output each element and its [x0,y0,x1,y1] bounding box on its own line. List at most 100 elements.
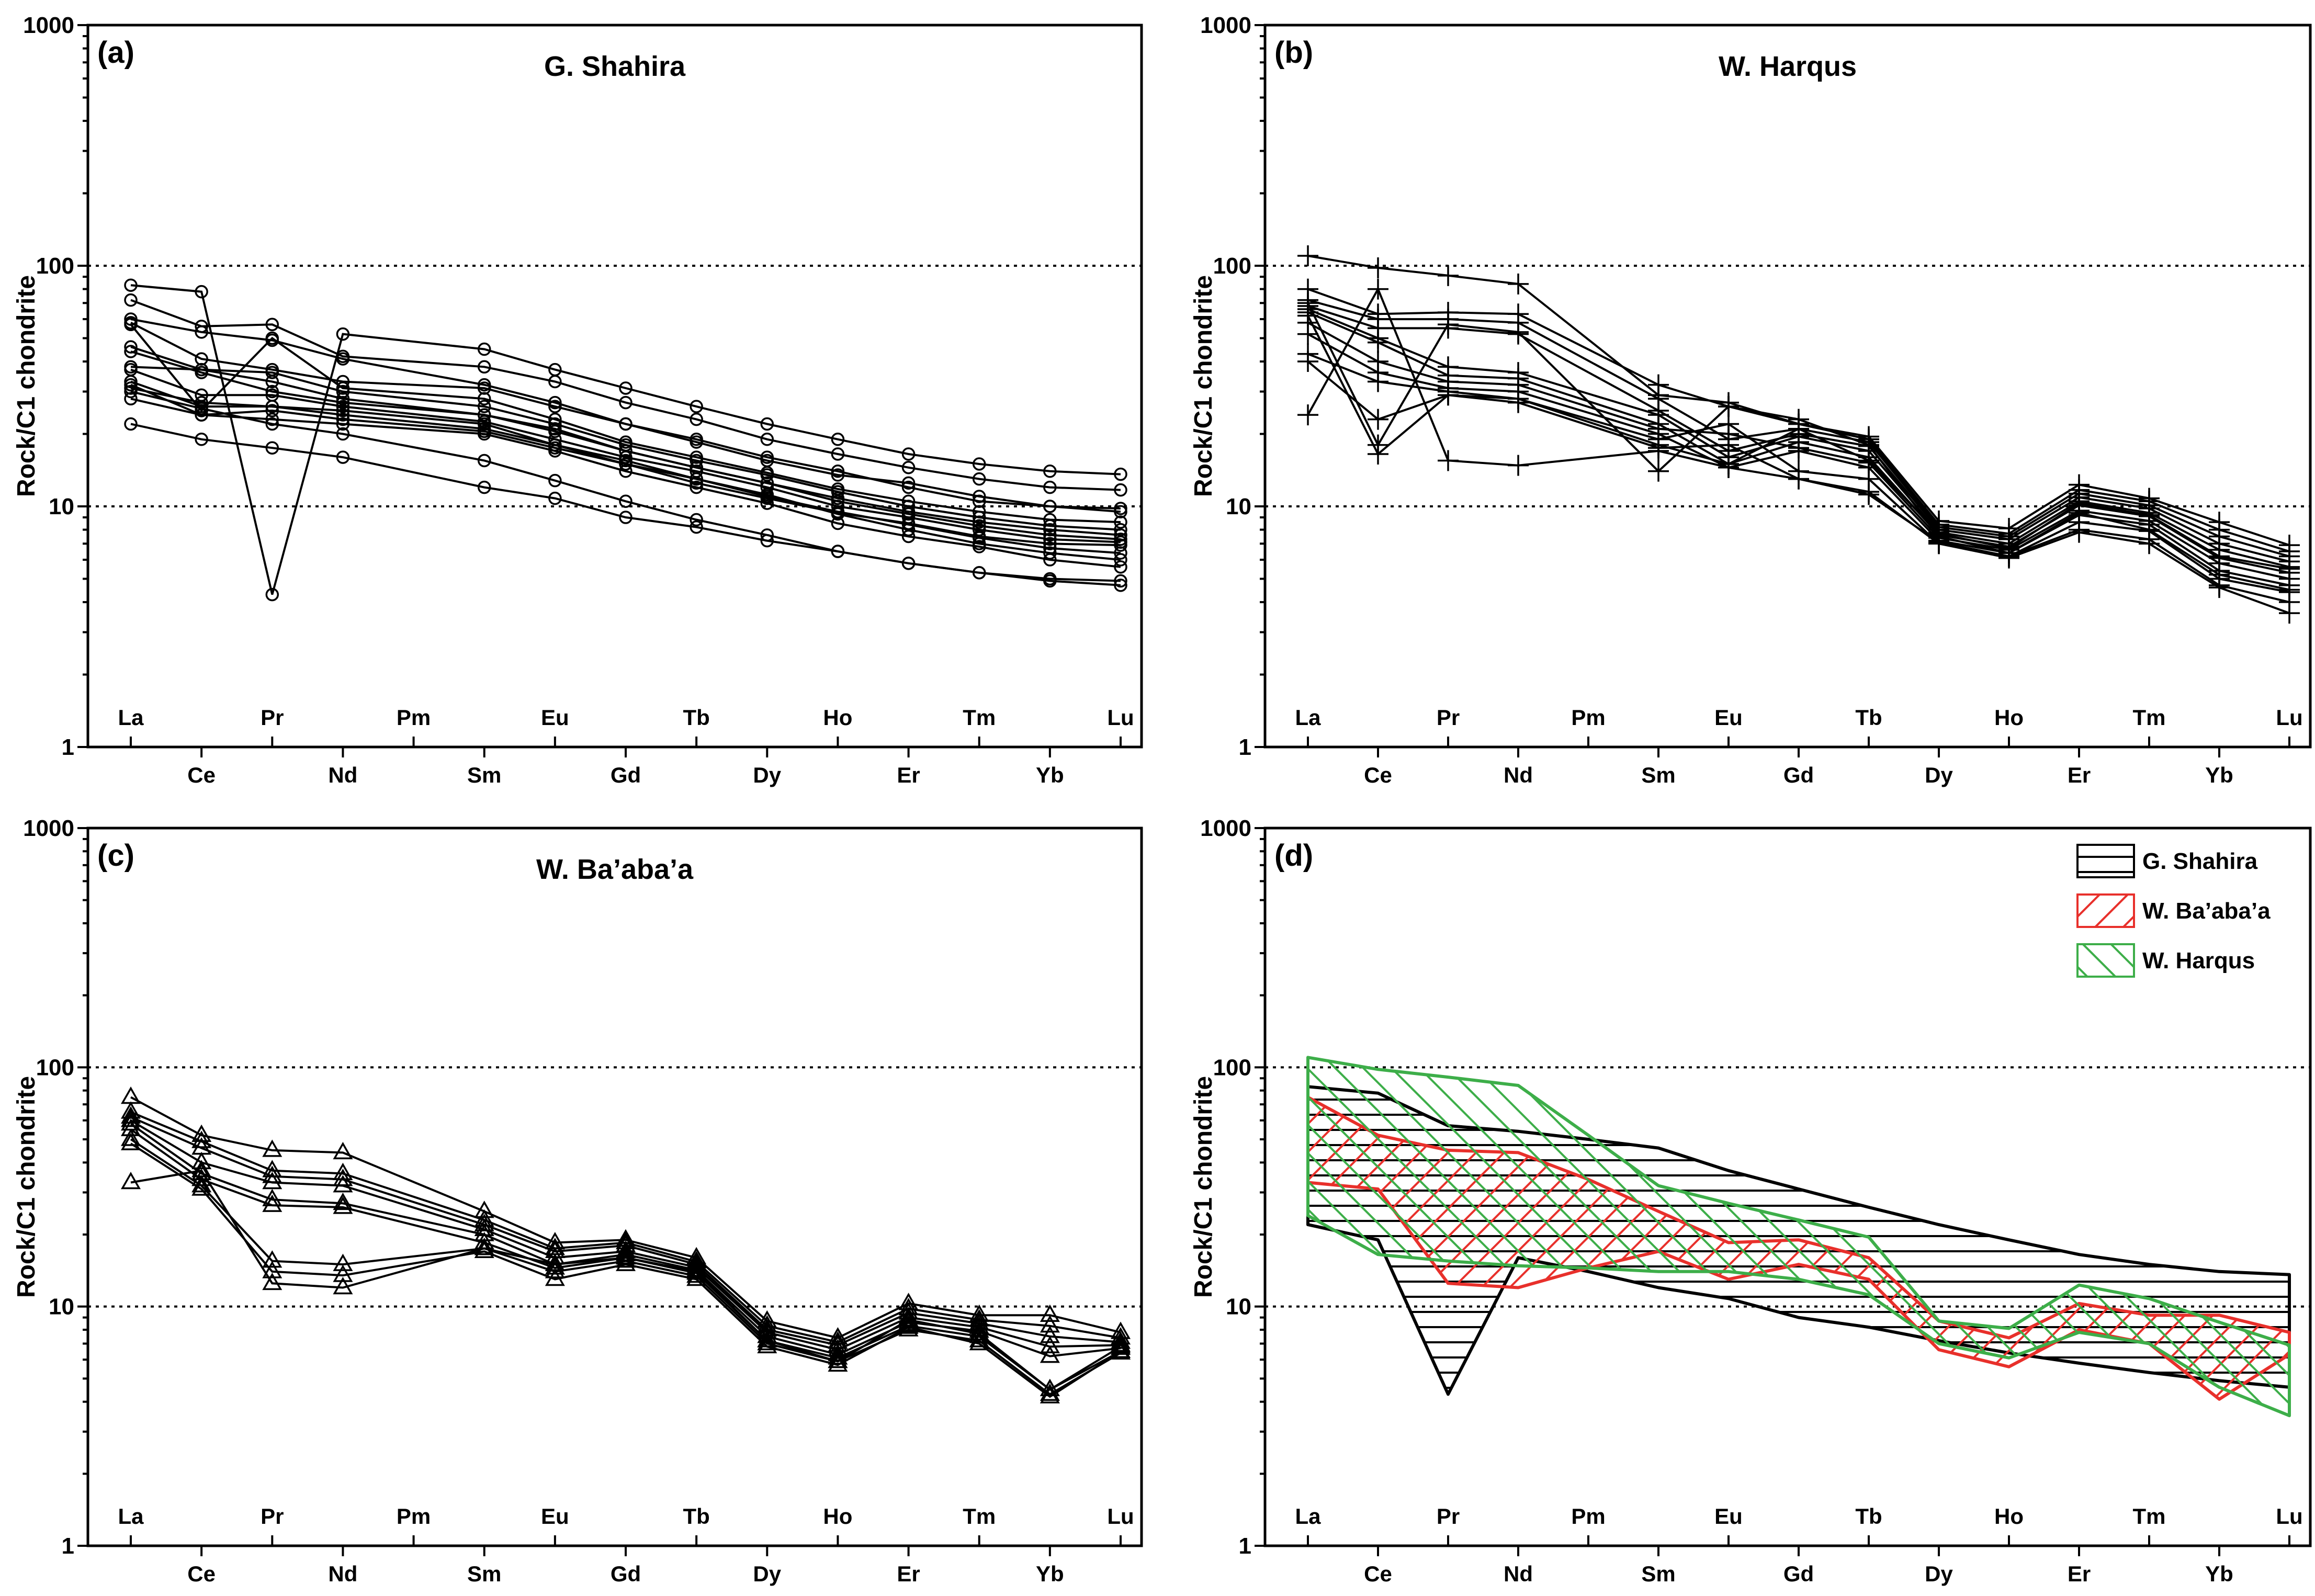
data-point [548,375,562,389]
data-point [972,494,986,508]
data-point [619,417,633,431]
legend-swatch [2076,943,2135,978]
data-point [1297,245,1318,266]
data-point [1508,321,1529,343]
series-line [1307,333,2290,586]
data-point [191,1175,212,1193]
data-point [265,404,279,417]
data-point [265,366,279,379]
x-tick-label: Eu [1714,705,1743,730]
data-point [2069,493,2090,514]
x-tick-label: Ho [1994,705,2024,730]
y-tick-label: 1000 [23,816,74,841]
x-tick-label: Eu [541,705,569,730]
data-point [828,1327,848,1345]
data-point [690,480,703,494]
x-tick-label: La [118,1504,144,1529]
series-s14 [124,360,1127,542]
data-point [124,384,138,399]
data-point [1114,574,1127,588]
y-tick-label: 100 [36,1055,74,1080]
x-tick-label: Pm [1571,1504,1605,1529]
data-point [124,293,138,307]
data-point [757,1335,777,1354]
data-point [1110,1335,1131,1354]
x-tick-label: La [1295,705,1321,730]
x-tick-label: Sm [1641,1561,1675,1586]
x-tick-label: Dy [1925,1561,1953,1586]
data-point [972,531,986,545]
data-point [1648,460,1669,482]
data-point [545,1253,565,1271]
data-point [901,494,916,508]
data-point [831,545,845,558]
data-point [2139,504,2160,526]
data-point [1040,1304,1060,1322]
data-point [477,360,491,374]
series-line [1307,299,2290,558]
data-point [545,1269,565,1286]
x-tick-label: Yb [1036,763,1064,787]
series-line [130,1169,1122,1391]
data-point [619,511,633,524]
x-tick-label: Tb [683,1504,709,1529]
y-tick-label: 10 [49,1294,74,1320]
data-point [1928,523,1949,545]
series-line [130,1119,1121,1351]
series-line [130,398,1121,547]
x-tick-label: Ce [1364,763,1392,787]
series-line [130,387,1121,554]
data-point [690,461,703,474]
panel-label: (d) [1274,839,1313,873]
series-line [130,324,1121,524]
data-point [120,1110,141,1127]
x-tick-label: Yb [2205,763,2233,787]
data-point [828,1354,848,1372]
x-tick-label: Sm [467,763,501,787]
data-point [760,417,774,431]
data-point [124,381,138,395]
data-point [124,340,138,354]
data-point [901,476,916,490]
x-tick-label: Eu [1714,1504,1743,1529]
data-point [615,1247,636,1265]
x-tick-label: Pm [397,705,431,730]
y-tick-label: 1000 [1200,13,1251,38]
data-point [760,466,774,480]
data-point [1043,465,1057,478]
data-point [336,400,350,413]
x-tick-label: Er [897,763,920,787]
data-point [972,540,986,553]
x-tick-label: Pr [261,1504,284,1529]
plot-frame [86,24,1143,749]
x-tick-label: Tm [963,705,996,730]
x-tick-label: Tm [2133,1504,2166,1529]
data-point [1858,450,1879,471]
data-point [548,424,562,438]
data-point [477,400,491,413]
data-point [195,285,208,299]
data-point [690,400,703,413]
field-w-harqus [1306,1056,2291,1418]
y-axis-label: Rock/C1 chondrite [1190,275,1217,497]
x-tick-label: Ce [187,1561,216,1586]
data-point [124,417,138,431]
data-point [1114,553,1127,567]
data-point [972,505,986,518]
series-line [1307,302,2290,591]
data-point [265,417,279,431]
data-point [1508,273,1529,295]
data-point [1114,483,1127,497]
data-point [1788,418,1809,439]
series-line [1307,305,2290,563]
data-point [120,1133,141,1150]
plot-frame [1263,827,2312,1547]
x-tick-label: Ce [187,763,216,787]
y-tick-label: 1 [62,1533,74,1559]
data-point [265,587,279,602]
x-tick-label: Ce [1364,1561,1392,1586]
data-point [124,318,138,332]
x-tick-label: Sm [467,1561,501,1586]
data-point [1040,1378,1060,1397]
